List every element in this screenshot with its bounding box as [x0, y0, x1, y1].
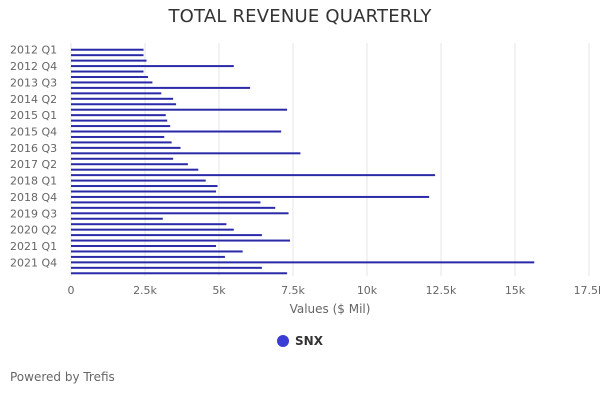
bar[interactable] — [71, 48, 144, 51]
bar-layer — [71, 48, 535, 275]
bar[interactable] — [71, 163, 188, 166]
bar[interactable] — [71, 81, 153, 84]
bar[interactable] — [71, 179, 206, 182]
bar[interactable] — [71, 250, 243, 253]
x-tick-label: 10k — [357, 284, 378, 297]
legend-label: SNX — [295, 334, 323, 348]
bar[interactable] — [71, 65, 234, 68]
y-tick-label: 2017 Q2 — [10, 158, 57, 171]
bar[interactable] — [71, 108, 288, 111]
y-tick-label: 2019 Q3 — [10, 207, 57, 220]
x-tick-label: 7.5k — [281, 284, 305, 297]
y-tick-label: 2012 Q1 — [10, 44, 57, 57]
x-tick-label: 2.5k — [133, 284, 157, 297]
y-tick-label: 2018 Q4 — [10, 191, 57, 204]
y-tick-label: 2021 Q4 — [10, 256, 57, 269]
bar[interactable] — [71, 86, 251, 89]
x-axis-label: Values ($ Mil) — [290, 302, 371, 316]
bar[interactable] — [71, 223, 227, 226]
bar[interactable] — [71, 201, 261, 204]
bar[interactable] — [71, 234, 262, 237]
bar[interactable] — [71, 174, 436, 177]
bar[interactable] — [71, 185, 218, 188]
bar[interactable] — [71, 59, 147, 62]
bar[interactable] — [71, 261, 535, 264]
y-tick-label: 2012 Q4 — [10, 60, 57, 73]
y-tick-label: 2013 Q3 — [10, 76, 57, 89]
bar[interactable] — [71, 255, 225, 258]
bar[interactable] — [71, 239, 291, 242]
bar[interactable] — [71, 92, 162, 95]
bar[interactable] — [71, 228, 234, 231]
bar[interactable] — [71, 212, 289, 215]
bar[interactable] — [71, 97, 174, 100]
bar[interactable] — [71, 125, 171, 128]
y-tick-label: 2014 Q2 — [10, 93, 57, 106]
bar[interactable] — [71, 141, 172, 144]
bar[interactable] — [71, 190, 217, 193]
x-tick-label: 12.5k — [426, 284, 457, 297]
bar[interactable] — [71, 54, 144, 57]
chart-title: TOTAL REVENUE QUARTERLY — [168, 6, 432, 27]
bar[interactable] — [71, 157, 174, 160]
bar[interactable] — [71, 146, 181, 149]
bar[interactable] — [71, 217, 163, 220]
value-tick-labels: 0 2.5k 5k 7.5k 10k 12.5k 15k 17.5k — [68, 284, 600, 297]
x-tick-label: 17.5k — [574, 284, 600, 297]
bar[interactable] — [71, 206, 276, 209]
credit-text: Powered by Trefis — [10, 370, 115, 384]
bar[interactable] — [71, 75, 148, 78]
bar[interactable] — [71, 272, 288, 275]
bar[interactable] — [71, 130, 282, 133]
bar[interactable] — [71, 103, 177, 106]
y-tick-label: 2018 Q1 — [10, 175, 57, 188]
bar[interactable] — [71, 135, 165, 138]
x-tick-label: 5k — [212, 284, 226, 297]
legend-marker — [277, 335, 290, 347]
bar[interactable] — [71, 152, 301, 155]
bar[interactable] — [71, 195, 430, 198]
y-tick-label: 2020 Q2 — [10, 224, 57, 237]
x-tick-label: 0 — [68, 284, 75, 297]
y-tick-label: 2021 Q1 — [10, 240, 57, 253]
x-tick-label: 15k — [505, 284, 526, 297]
y-tick-label: 2015 Q4 — [10, 126, 57, 139]
bar[interactable] — [71, 168, 199, 171]
y-tick-label: 2015 Q1 — [10, 109, 57, 122]
category-labels: 2012 Q1 2012 Q4 2013 Q3 2014 Q2 2015 Q1 2015 … — [10, 44, 57, 270]
bar[interactable] — [71, 245, 217, 248]
bar[interactable] — [71, 119, 168, 122]
bar[interactable] — [71, 70, 144, 73]
bar[interactable] — [71, 114, 166, 117]
y-tick-label: 2016 Q3 — [10, 142, 57, 155]
legend[interactable]: SNX — [0, 334, 600, 348]
bar[interactable] — [71, 266, 262, 269]
